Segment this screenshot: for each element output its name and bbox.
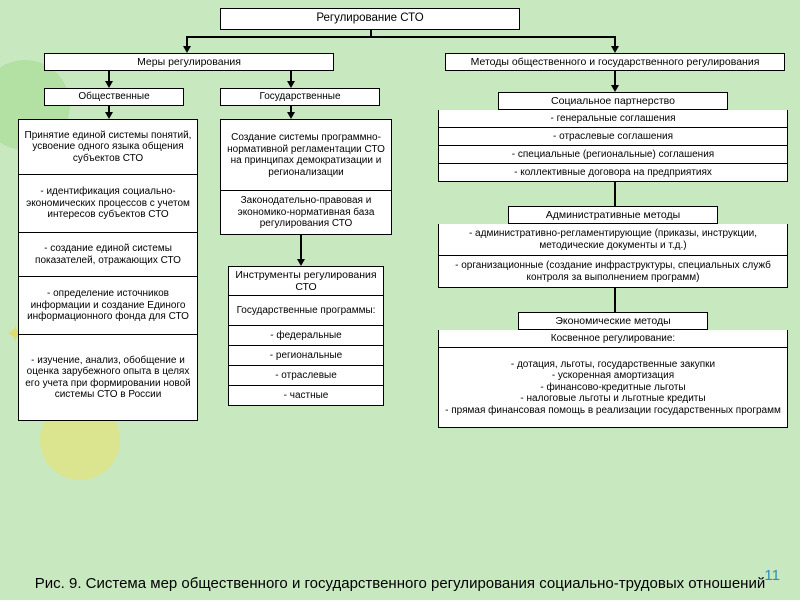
arrow-down-icon (287, 81, 295, 88)
arrow-down-icon (611, 46, 619, 53)
public-item: - изучение, анализ, обобщение и оценка з… (18, 335, 198, 421)
connector (614, 182, 616, 206)
connector (614, 36, 616, 46)
admin-header: Административные методы (508, 206, 718, 224)
econ-text: - дотация, льготы, государственные закуп… (438, 348, 788, 428)
econ-sub: Косвенное регулирование: (438, 330, 788, 348)
public-item: - идентификация социально-экономических … (18, 175, 198, 233)
admin-stack: Административные методы - административн… (438, 206, 788, 288)
connector (186, 36, 188, 46)
connector (614, 288, 616, 312)
connector (290, 71, 292, 81)
instruments-sub: Государственные программы: (228, 296, 384, 326)
econ-stack: Экономические методы Косвенное регулиров… (438, 312, 788, 428)
page-number: 11 (764, 567, 780, 584)
public-item: - создание единой системы показателей, о… (18, 233, 198, 277)
public-label: Общественные (44, 88, 184, 106)
connector (108, 71, 110, 81)
connector (614, 71, 616, 85)
partnership-stack: Социальное партнерство - генеральные сог… (438, 92, 788, 182)
arrow-down-icon (287, 112, 295, 119)
instruments-header: Инструменты регулирования СТО (228, 266, 384, 296)
instruments-item: - отраслевые (228, 366, 384, 386)
arrow-down-icon (611, 85, 619, 92)
partnership-item: - коллективные договора на предприятиях (438, 164, 788, 182)
public-stack: Принятие единой системы понятий, усвоени… (18, 119, 198, 421)
instruments-item: - частные (228, 386, 384, 406)
admin-item: - организационные (создание инфраструкту… (438, 256, 788, 288)
instruments-item: - федеральные (228, 326, 384, 346)
public-item: - определение источников информации и со… (18, 277, 198, 335)
measures-box: Меры регулирования (44, 53, 334, 71)
state-label: Государственные (220, 88, 380, 106)
state-item: Законодательно-правовая и экономико-норм… (220, 191, 392, 235)
partnership-header: Социальное партнерство (498, 92, 728, 110)
instruments-stack: Инструменты регулирования СТО Государств… (228, 266, 384, 406)
root-box: Регулирование СТО (220, 8, 520, 30)
econ-header: Экономические методы (518, 312, 708, 330)
arrow-down-icon (183, 46, 191, 53)
arrow-down-icon (105, 112, 113, 119)
partnership-item: - специальные (региональные) соглашения (438, 146, 788, 164)
connector (300, 235, 302, 259)
methods-box: Методы общественного и государственного … (445, 53, 785, 71)
public-item: Принятие единой системы понятий, усвоени… (18, 119, 198, 175)
connector (186, 36, 616, 38)
figure-caption: Рис. 9. Система мер общественного и госу… (0, 575, 800, 592)
partnership-item: - отраслевые соглашения (438, 128, 788, 146)
arrow-down-icon (105, 81, 113, 88)
instruments-item: - региональные (228, 346, 384, 366)
admin-item: - административно-регламентирующие (прик… (438, 224, 788, 256)
partnership-item: - генеральные соглашения (438, 110, 788, 128)
arrow-down-icon (297, 259, 305, 266)
state-stack: Создание системы программно-нормативной … (220, 119, 392, 235)
state-item: Создание системы программно-нормативной … (220, 119, 392, 191)
